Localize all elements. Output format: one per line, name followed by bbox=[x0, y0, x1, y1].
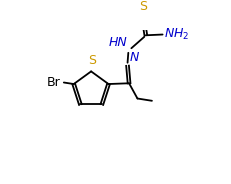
Text: NH$_2$: NH$_2$ bbox=[164, 27, 190, 42]
Text: HN: HN bbox=[109, 36, 128, 49]
Text: Br: Br bbox=[46, 76, 60, 89]
Text: S: S bbox=[88, 54, 96, 67]
Text: S: S bbox=[139, 0, 147, 13]
Text: N: N bbox=[130, 51, 139, 64]
